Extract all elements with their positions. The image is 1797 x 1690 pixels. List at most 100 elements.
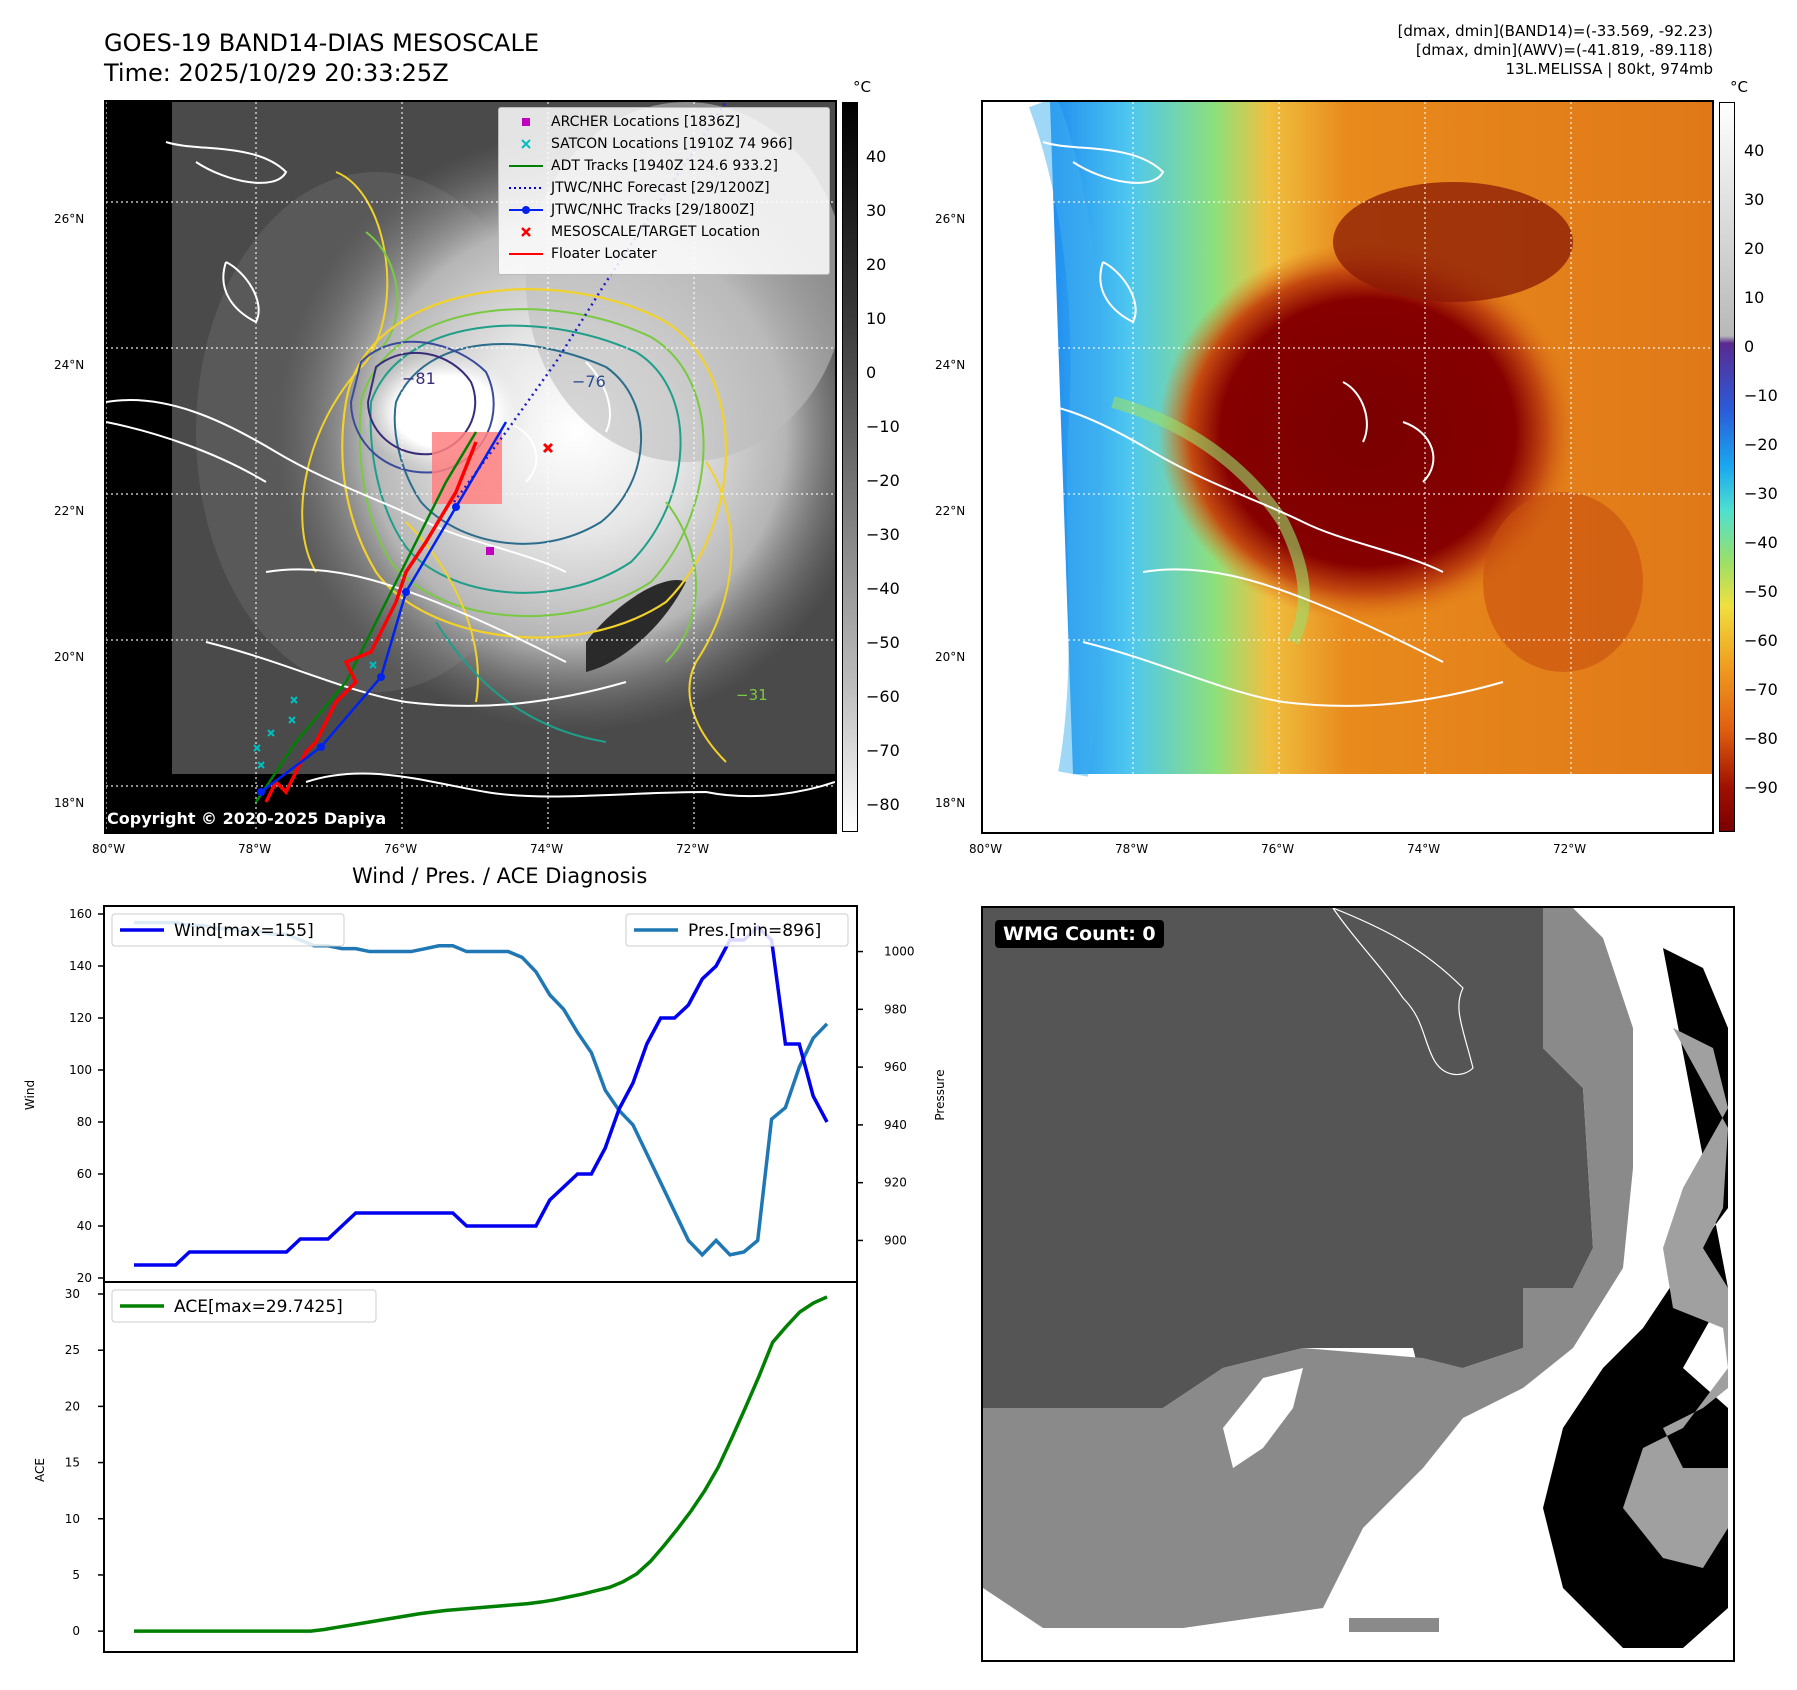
legend-label: JTWC/NHC Tracks [29/1800Z] (551, 202, 755, 218)
colorbar-tick: −90 (1744, 778, 1778, 797)
colorbar-tick: −10 (1744, 386, 1778, 405)
colorbar-tick: −50 (1744, 582, 1778, 601)
wind-tick-label: 100 (69, 1063, 92, 1077)
title-line-1: GOES-19 BAND14-DIAS MESOSCALE (104, 29, 540, 57)
lon-tick-label: 72°W (676, 842, 710, 856)
lon-tick-label: 74°W (530, 842, 564, 856)
colorbar-tick: 10 (866, 309, 887, 328)
colorbar-tick: −20 (866, 471, 900, 490)
wv-map-image (982, 96, 1712, 832)
wind-axis-label: Wind (23, 1080, 37, 1110)
stats-line-2: [dmax, dmin](AWV)=(-41.819, -89.118) (1415, 41, 1713, 59)
wind-tick-label: 120 (69, 1011, 92, 1025)
colorbar-tick: −60 (1744, 631, 1778, 650)
x-marker-icon (509, 222, 543, 242)
lat-tick-label: 18°N (54, 796, 85, 810)
colorbar-tick: 30 (866, 201, 887, 220)
lat-tick-label: 26°N (54, 212, 85, 226)
lon-tick-label: 78°W (1115, 842, 1149, 856)
wmg-count-badge: WMG Count: 0 (995, 920, 1164, 948)
pressure-legend: Pres.[min=896] (625, 913, 849, 947)
lat-tick-label: 22°N (54, 504, 85, 518)
wv-colorbar-unit: °C (1730, 78, 1748, 96)
line-marker-icon (509, 244, 543, 264)
pressure-tick-label: 960 (884, 1060, 907, 1074)
figure-title: GOES-19 BAND14-DIAS MESOSCALE Time: 2025/… (104, 28, 539, 88)
colorbar-tick: 10 (1744, 288, 1765, 307)
colorbar-tick: 20 (1744, 239, 1765, 258)
pressure-tick-label: 940 (884, 1118, 907, 1132)
ace-tick-label: 15 (65, 1456, 80, 1470)
pressure-tick-label: 900 (884, 1233, 907, 1247)
lon-tick-label: 72°W (1553, 842, 1587, 856)
colorbar-tick: 0 (1744, 337, 1755, 356)
lat-tick-label: 26°N (935, 212, 966, 226)
x-marker-icon (509, 134, 543, 154)
wind-tick-label: 40 (77, 1219, 92, 1233)
ace-legend: ACE[max=29.7425] (111, 1289, 377, 1323)
line-marker-icon (509, 156, 543, 176)
contour-label-2: −76 (572, 372, 606, 391)
legend-item-satcon: SATCON Locations [1910Z 74 966] (509, 134, 793, 154)
ir-colorbar-unit: °C (853, 78, 871, 96)
wv-map-panel (981, 96, 1714, 834)
wmg-panel (981, 906, 1735, 1662)
wmg-image (983, 907, 1733, 1660)
pressure-tick-label: 920 (884, 1176, 907, 1190)
legend-item-forecast: JTWC/NHC Forecast [29/1200Z] (509, 178, 770, 198)
colorbar-tick: −50 (866, 633, 900, 652)
colorbar-tick: −10 (866, 417, 900, 436)
ace-tick-label: 20 (65, 1399, 80, 1413)
colorbar-tick: −70 (866, 741, 900, 760)
legend-label: ADT Tracks [1940Z 124.6 933.2] (551, 158, 778, 174)
copyright-text: Copyright © 2020-2025 Dapiya (107, 809, 387, 828)
lon-tick-label: 74°W (1407, 842, 1441, 856)
ace-series-line (134, 1295, 828, 1633)
stats-line-1: [dmax, dmin](BAND14)=(-33.569, -92.23) (1397, 22, 1713, 40)
lon-tick-label: 80°W (92, 842, 126, 856)
wind-legend: Wind[max=155] (111, 913, 345, 947)
legend-item-target: MESOSCALE/TARGET Location (509, 222, 760, 242)
wind-tick-label: 160 (69, 907, 92, 921)
pressure-tick-label: 980 (884, 1002, 907, 1016)
colorbar-tick: 40 (1744, 141, 1765, 160)
contour-label-3: −31 (736, 686, 768, 704)
title-line-2: Time: 2025/10/29 20:33:25Z (104, 59, 449, 87)
square-marker-icon (509, 112, 543, 132)
colorbar-tick: −20 (1744, 435, 1778, 454)
wv-colorbar (1719, 102, 1735, 832)
contour-label-1: −81 (402, 369, 436, 388)
ace-legend-label: ACE[max=29.7425] (174, 1297, 343, 1317)
ir-colorbar (842, 102, 858, 832)
lon-tick-label: 78°W (238, 842, 272, 856)
figure-stats: [dmax, dmin](BAND14)=(-33.569, -92.23) [… (1398, 22, 1713, 79)
colorbar-tick: 20 (866, 255, 887, 274)
legend-item-tracks: JTWC/NHC Tracks [29/1800Z] (509, 200, 754, 220)
dotted-line-icon (509, 178, 543, 198)
legend-label: ARCHER Locations [1836Z] (551, 114, 741, 130)
colorbar-tick: −60 (866, 687, 900, 706)
colorbar-tick: −30 (1744, 484, 1778, 503)
legend-label: MESOSCALE/TARGET Location (551, 224, 761, 240)
wind-tick-label: 20 (77, 1271, 92, 1285)
lat-tick-label: 20°N (54, 650, 85, 664)
colorbar-tick: −80 (1744, 729, 1778, 748)
wind-tick-label: 80 (77, 1115, 92, 1129)
pressure-axis-label: Pressure (933, 1069, 947, 1120)
ace-tick-label: 0 (72, 1624, 80, 1638)
legend-item-archer: ARCHER Locations [1836Z] (509, 112, 740, 132)
colorbar-tick: −80 (866, 795, 900, 814)
wind-tick-label: 140 (69, 959, 92, 973)
colorbar-tick: −40 (1744, 533, 1778, 552)
wind-tick-label: 60 (77, 1167, 92, 1181)
ace-tick-label: 25 (65, 1343, 80, 1357)
ace-tick-label: 10 (65, 1512, 80, 1526)
ace-axes (103, 1281, 858, 1653)
lat-tick-label: 24°N (54, 358, 85, 372)
lon-tick-label: 76°W (1261, 842, 1295, 856)
colorbar-tick: −40 (866, 579, 900, 598)
ir-legend: ARCHER Locations [1836Z] SATCON Location… (498, 107, 830, 275)
legend-label: Floater Locater (551, 246, 657, 262)
colorbar-tick: 30 (1744, 190, 1765, 209)
